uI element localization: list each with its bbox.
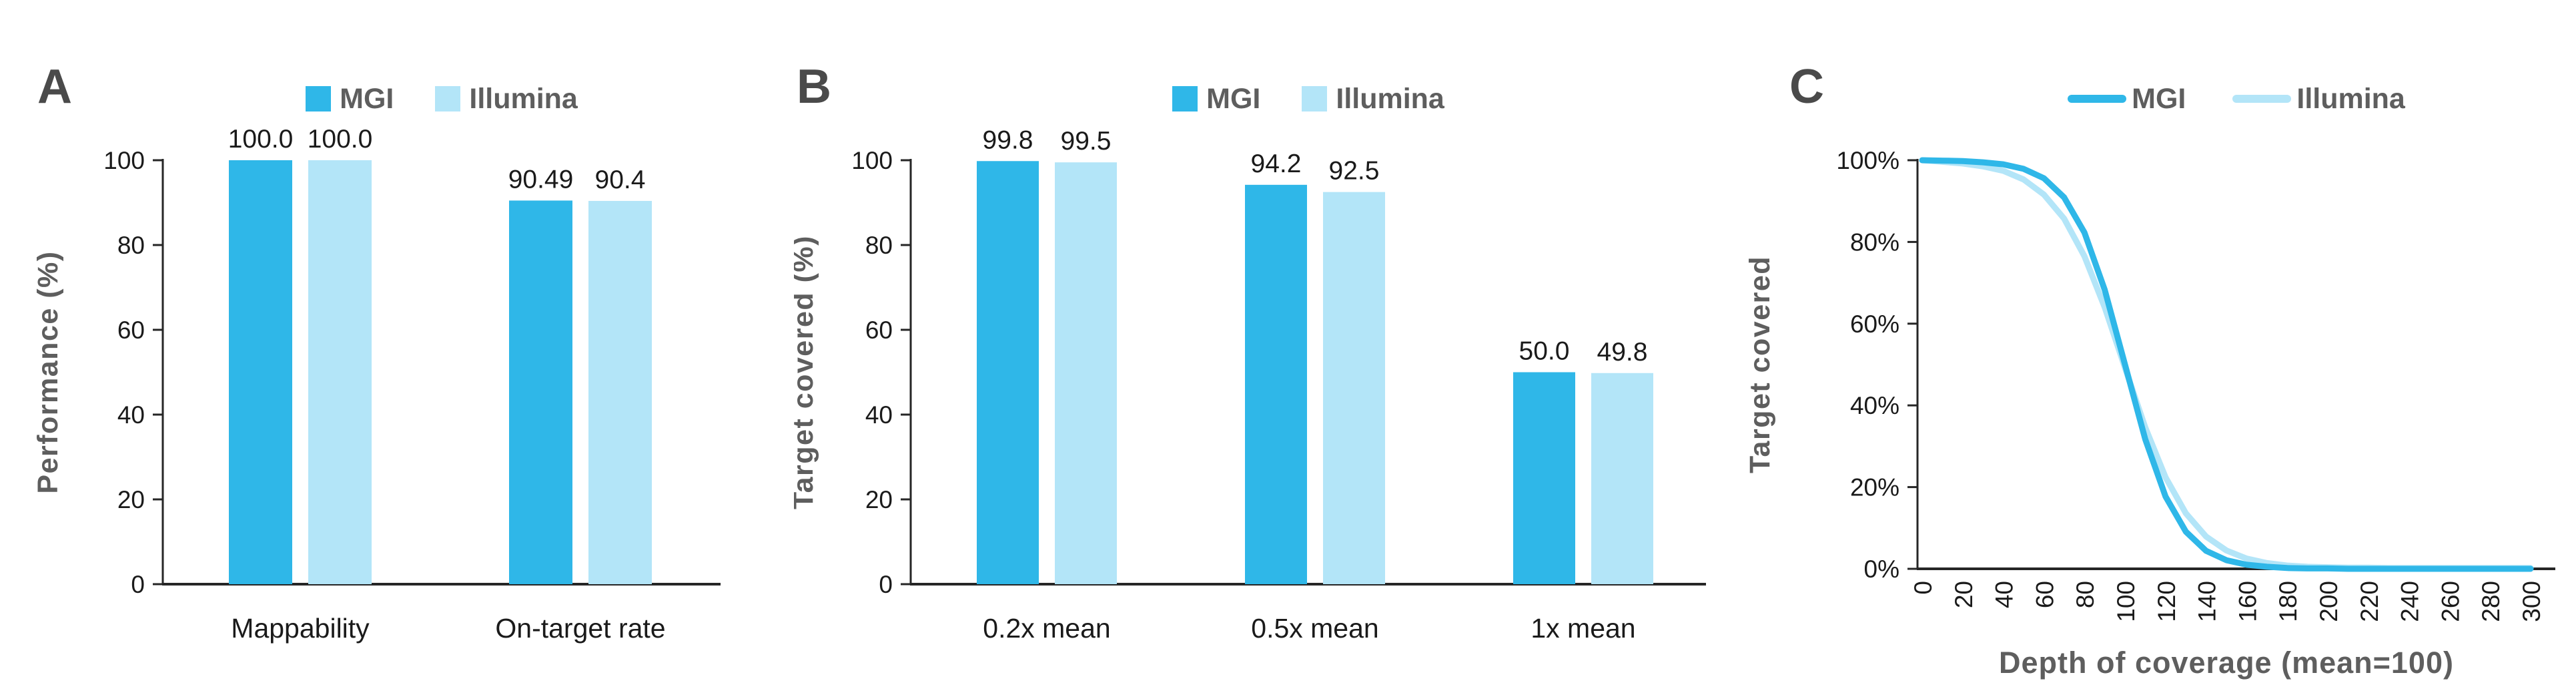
legend-item-illumina: Illumina [2232,82,2405,115]
line-illumina [1919,157,2534,571]
legend-item-illumina: Illumina [435,82,578,115]
y-tick-label: 20 [117,486,145,513]
bar-illumina-0 [1055,162,1117,585]
bar-value-label: 100.0 [308,125,373,154]
panel-b: 0 20 40 60 80 100 99.8 99.5 0.2x mean 94.2 92.5 0.5… [794,0,1728,697]
bar-value-label: 99.5 [1061,127,1112,156]
panel-b-letter: B [797,60,831,113]
category-label: 0.5x mean [1251,613,1378,644]
x-tick-label: 260 [2437,581,2464,622]
y-tick-label: 60 [117,316,145,344]
x-tick-label: 280 [2477,581,2505,622]
y-axis-title: Target covered [1744,256,1776,473]
panel-c-chart: 0% 20% 40% 60% 80% 100% 0 20 40 60 80 100 120 140 160 1… [1744,147,2555,680]
mgi-swatch-icon [1172,86,1198,111]
y-tick-label: 80 [865,232,893,259]
y-tick-label: 40 [865,401,893,429]
y-axis-title: Target covered (%) [794,235,819,509]
x-tick-label: 220 [2356,581,2383,622]
y-tick-label: 100 [103,147,145,174]
category-label: 0.2x mean [983,613,1110,644]
y-axis-title: Performance (%) [32,250,64,493]
y-tick-label: 0 [131,571,145,598]
mgi-legend-label: MGI [2132,82,2186,115]
x-axis-title: Depth of coverage (mean=100) [1999,646,2454,680]
bar-illumina-1 [588,200,652,585]
y-tick-label: 20% [1850,474,1899,501]
bar-value-label: 99.8 [983,126,1033,154]
bar-mgi-0 [977,161,1039,584]
y-tick-label: 20 [865,486,893,513]
y-tick-label: 60 [865,316,893,344]
illumina-swatch-icon [1302,86,1328,111]
panel-a-letter: A [37,60,72,113]
mgi-legend-label: MGI [340,82,394,115]
illumina-swatch-icon [435,86,461,111]
y-tick-label: 40 [117,401,145,429]
bar-illumina-2 [1591,373,1653,584]
x-tick-label: 140 [2194,581,2221,622]
y-tick-label: 80 [117,232,145,259]
x-tick-label: 160 [2234,581,2261,622]
illumina-legend-label: Illumina [469,82,578,115]
y-tick-label: 0% [1864,555,1899,583]
legend-item-mgi: MGI [1172,82,1261,115]
bar-mgi-2 [1513,372,1575,584]
y-tick-label: 40% [1850,392,1899,419]
x-tick-label: 0 [1909,581,1937,595]
bar-value-label: 92.5 [1329,157,1380,186]
y-tick-label: 60% [1850,310,1899,338]
bar-value-label: 49.8 [1597,338,1648,367]
x-tick-label: 100 [2112,581,2140,622]
panel-b-legend: MGI Illumina [911,83,1706,115]
panel-a-chart: 0 20 40 60 80 100 100.0 100.0 Mappability 90.49 90… [32,125,721,644]
x-tick-label: 60 [2031,581,2058,608]
illumina-line-swatch-icon [2232,95,2292,103]
mgi-swatch-icon [306,86,332,111]
mgi-line-swatch-icon [2068,95,2127,103]
bar-illumina-1 [1323,192,1385,584]
x-tick-label: 240 [2397,581,2424,622]
y-tick-label: 0 [879,571,893,598]
bar-value-label: 100.0 [228,125,294,154]
y-tick-label: 80% [1850,228,1899,256]
bar-value-label: 50.0 [1519,337,1570,366]
panel-a-legend: MGI Illumina [163,83,721,115]
line-mgi [1919,157,2534,572]
category-label: 1x mean [1531,613,1635,644]
mgi-legend-label: MGI [1206,82,1261,115]
y-tick-label: 100 [851,147,893,174]
x-tick-label: 40 [1991,581,2018,608]
panel-b-chart: 0 20 40 60 80 100 99.8 99.5 0.2x mean 94.2 92.5 0.5… [794,126,1706,644]
panel-a: 0 20 40 60 80 100 100.0 100.0 Mappability 90.49 90… [0,0,794,697]
legend-item-mgi: MGI [2068,82,2186,115]
legend-item-mgi: MGI [306,82,394,115]
category-label: Mappability [231,613,370,644]
panel-c: 0% 20% 40% 60% 80% 100% 0 20 40 60 80 100 120 140 160 1… [1728,0,2576,697]
x-tick-label: 180 [2274,581,2302,622]
x-tick-label: 300 [2518,581,2545,622]
bar-mgi-0 [229,160,292,584]
legend-item-illumina: Illumina [1302,82,1444,115]
illumina-legend-label: Illumina [1336,82,1444,115]
x-tick-label: 200 [2315,581,2342,622]
bar-value-label: 90.49 [508,165,574,194]
illumina-legend-label: Illumina [2296,82,2405,115]
x-tick-label: 120 [2153,581,2180,622]
bar-illumina-0 [308,160,372,584]
x-tick-label: 20 [1950,581,1978,608]
panel-c-letter: C [1789,60,1824,113]
bar-mgi-1 [1245,184,1307,585]
bar-mgi-1 [509,200,572,584]
panel-c-legend: MGI Illumina [1917,83,2555,115]
bar-value-label: 90.4 [595,166,646,194]
bar-value-label: 94.2 [1251,150,1302,178]
x-tick-label: 80 [2072,581,2099,608]
category-label: On-target rate [495,613,665,644]
y-tick-label: 100% [1836,147,1899,174]
